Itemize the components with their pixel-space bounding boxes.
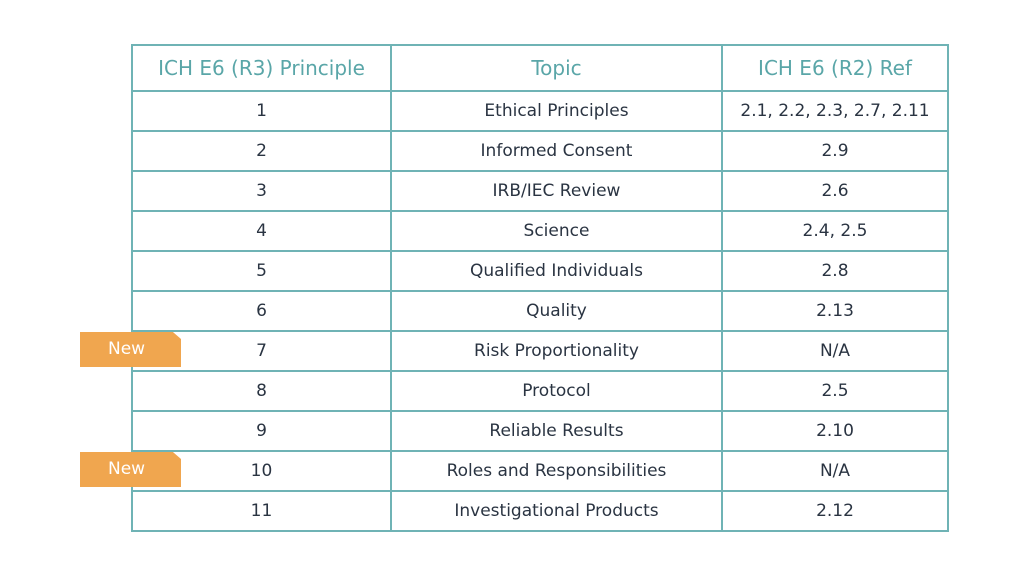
cell-principle: 1 [131, 90, 392, 132]
cell-principle: 5 [131, 250, 392, 292]
table-row: 6 Quality 2.13 [131, 290, 949, 332]
cell-topic: Ethical Principles [390, 90, 723, 132]
cell-ref: N/A [721, 450, 949, 492]
cell-principle: 11 [131, 490, 392, 532]
table-row: 4 Science 2.4, 2.5 [131, 210, 949, 252]
table-row: 1 Ethical Principles 2.1, 2.2, 2.3, 2.7,… [131, 90, 949, 132]
cell-principle: 6 [131, 290, 392, 332]
cell-ref: 2.8 [721, 250, 949, 292]
cell-principle: 2 [131, 130, 392, 172]
cell-ref: 2.9 [721, 130, 949, 172]
principles-table: ICH E6 (R3) Principle Topic ICH E6 (R2) … [131, 44, 949, 532]
cell-principle: 4 [131, 210, 392, 252]
cell-ref: 2.4, 2.5 [721, 210, 949, 252]
new-badge: New [80, 332, 181, 367]
cell-topic: Informed Consent [390, 130, 723, 172]
cell-ref: 2.13 [721, 290, 949, 332]
cell-ref: N/A [721, 330, 949, 372]
new-badge: New [80, 452, 181, 487]
cell-topic: Roles and Responsibilities [390, 450, 723, 492]
cell-topic: Science [390, 210, 723, 252]
cell-ref: 2.6 [721, 170, 949, 212]
cell-topic: Risk Proportionality [390, 330, 723, 372]
header-r2-ref: ICH E6 (R2) Ref [721, 44, 949, 92]
cell-ref: 2.10 [721, 410, 949, 452]
cell-ref: 2.5 [721, 370, 949, 412]
cell-ref: 2.1, 2.2, 2.3, 2.7, 2.11 [721, 90, 949, 132]
table-header-row: ICH E6 (R3) Principle Topic ICH E6 (R2) … [131, 44, 949, 92]
cell-topic: Qualified Individuals [390, 250, 723, 292]
cell-topic: Investigational Products [390, 490, 723, 532]
cell-topic: IRB/IEC Review [390, 170, 723, 212]
table-row: 7 Risk Proportionality N/A [131, 330, 949, 372]
cell-ref: 2.12 [721, 490, 949, 532]
table-row: 9 Reliable Results 2.10 [131, 410, 949, 452]
principles-table-wrapper: ICH E6 (R3) Principle Topic ICH E6 (R2) … [131, 44, 949, 532]
header-topic: Topic [390, 44, 723, 92]
cell-topic: Reliable Results [390, 410, 723, 452]
header-principle: ICH E6 (R3) Principle [131, 44, 392, 92]
cell-principle: 3 [131, 170, 392, 212]
table-row: 5 Qualified Individuals 2.8 [131, 250, 949, 292]
cell-topic: Quality [390, 290, 723, 332]
cell-principle: 8 [131, 370, 392, 412]
table-row: 10 Roles and Responsibilities N/A [131, 450, 949, 492]
cell-topic: Protocol [390, 370, 723, 412]
table-row: 2 Informed Consent 2.9 [131, 130, 949, 172]
table-row: 11 Investigational Products 2.12 [131, 490, 949, 532]
cell-principle: 9 [131, 410, 392, 452]
table-row: 3 IRB/IEC Review 2.6 [131, 170, 949, 212]
table-row: 8 Protocol 2.5 [131, 370, 949, 412]
